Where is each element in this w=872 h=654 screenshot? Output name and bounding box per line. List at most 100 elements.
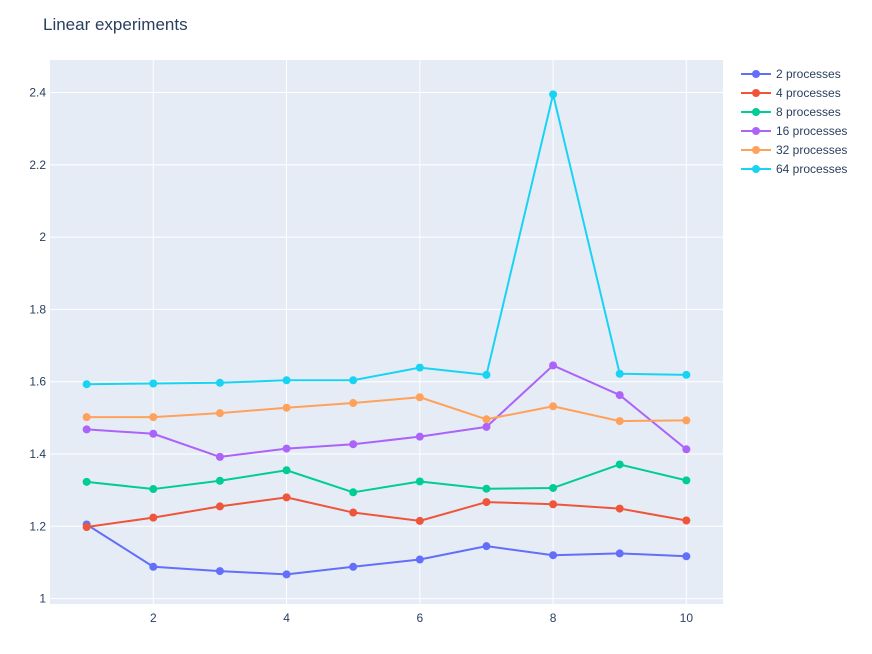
data-point [682, 445, 691, 454]
plot-area [50, 60, 723, 604]
y-tick-label: 2.4 [29, 86, 46, 100]
data-point [82, 477, 91, 486]
series-line [86, 396, 687, 423]
legend-marker-swatch [752, 89, 760, 97]
data-point [549, 361, 558, 370]
data-point [282, 444, 291, 453]
series-group [82, 90, 691, 579]
series-16-processes [82, 361, 691, 461]
series-8-processes [82, 460, 691, 497]
x-tick-label: 8 [550, 611, 557, 625]
legend-label: 32 processes [776, 143, 847, 157]
legend-label: 4 processes [776, 86, 841, 100]
data-point [682, 476, 691, 485]
data-point [282, 403, 291, 412]
y-tick-label: 1 [39, 592, 46, 606]
data-point [215, 567, 224, 576]
series-line [86, 364, 687, 458]
x-tick-label: 10 [680, 611, 694, 625]
x-tick-label: 6 [416, 611, 423, 625]
data-point [415, 555, 424, 564]
data-point [682, 516, 691, 525]
data-point [549, 90, 558, 99]
series-64-processes [82, 90, 691, 389]
data-point [282, 493, 291, 502]
legend-item[interactable]: 8 processes [741, 105, 841, 119]
data-point [415, 393, 424, 402]
data-point [82, 380, 91, 389]
data-point [482, 422, 491, 431]
y-tick-label: 1.8 [29, 302, 46, 316]
legend-item[interactable]: 4 processes [741, 86, 841, 100]
y-tick-label: 2.2 [29, 158, 46, 172]
legend-item[interactable]: 64 processes [741, 162, 847, 176]
data-point [282, 570, 291, 579]
data-point [349, 508, 358, 517]
data-point [349, 399, 358, 408]
series-line [86, 523, 687, 576]
legend-marker-swatch [752, 146, 760, 154]
y-tick-label: 1.4 [29, 447, 46, 461]
legend[interactable]: 2 processes 4 processes 8 processes 16 proc… [741, 67, 847, 176]
data-point [149, 379, 158, 388]
data-point [149, 413, 158, 422]
data-point [215, 409, 224, 418]
x-tick-label: 4 [283, 611, 290, 625]
data-point [215, 502, 224, 511]
x-tick-label: 2 [150, 611, 157, 625]
data-point [349, 376, 358, 385]
y-tick-label: 2 [39, 230, 46, 244]
legend-item[interactable]: 32 processes [741, 143, 847, 157]
data-point [482, 484, 491, 493]
data-point [615, 417, 624, 426]
data-point [549, 551, 558, 560]
data-point [549, 402, 558, 411]
data-point [215, 378, 224, 387]
series-2-processes [82, 520, 691, 579]
data-point [149, 429, 158, 438]
data-point [682, 416, 691, 425]
data-point [615, 391, 624, 400]
data-point [482, 415, 491, 424]
data-point [149, 562, 158, 571]
chart-title: Linear experiments [43, 15, 188, 34]
data-point [349, 562, 358, 571]
data-point [82, 425, 91, 434]
data-point [415, 516, 424, 525]
data-point [615, 369, 624, 378]
data-point [482, 370, 491, 379]
data-point [349, 488, 358, 497]
series-line [86, 463, 687, 494]
legend-label: 8 processes [776, 105, 841, 119]
x-axis-ticks: 2 4 6 8 10 [150, 611, 693, 625]
series-4-processes [82, 493, 691, 532]
data-point [282, 376, 291, 385]
series-32-processes [82, 393, 691, 426]
legend-marker-swatch [752, 127, 760, 135]
data-point [482, 498, 491, 507]
data-point [415, 432, 424, 441]
data-point [149, 485, 158, 494]
data-point [215, 452, 224, 461]
legend-item[interactable]: 16 processes [741, 124, 847, 138]
legend-item[interactable]: 2 processes [741, 67, 841, 81]
legend-label: 2 processes [776, 67, 841, 81]
legend-label: 64 processes [776, 162, 847, 176]
data-point [682, 552, 691, 561]
data-point [415, 363, 424, 372]
data-point [415, 477, 424, 486]
data-point [615, 460, 624, 469]
legend-marker-swatch [752, 108, 760, 116]
data-point [615, 504, 624, 513]
y-axis-ticks: 1 1.2 1.4 1.6 1.8 2 2.2 2.4 [29, 86, 46, 606]
legend-marker-swatch [752, 165, 760, 173]
legend-label: 16 processes [776, 124, 847, 138]
data-point [615, 549, 624, 558]
data-point [149, 513, 158, 522]
data-point [549, 500, 558, 509]
data-point [682, 370, 691, 379]
data-point [215, 476, 224, 485]
legend-marker-swatch [752, 70, 760, 78]
